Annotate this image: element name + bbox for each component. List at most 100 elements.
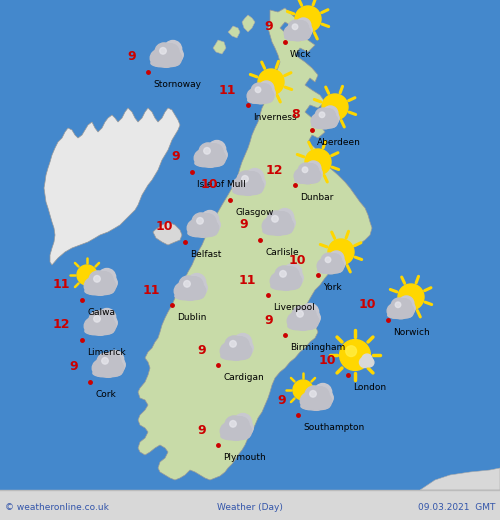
Circle shape: [325, 257, 331, 263]
Polygon shape: [213, 40, 226, 54]
Circle shape: [258, 84, 272, 98]
Circle shape: [91, 317, 110, 335]
FancyBboxPatch shape: [245, 180, 262, 186]
Circle shape: [91, 277, 110, 295]
Circle shape: [293, 380, 313, 400]
Circle shape: [198, 216, 215, 233]
Circle shape: [213, 148, 227, 162]
FancyBboxPatch shape: [93, 366, 122, 373]
FancyBboxPatch shape: [200, 223, 216, 228]
FancyBboxPatch shape: [398, 306, 412, 311]
Ellipse shape: [318, 267, 342, 274]
Circle shape: [187, 220, 204, 237]
Circle shape: [84, 318, 101, 334]
Text: 9: 9: [70, 360, 78, 373]
Circle shape: [327, 112, 339, 124]
Circle shape: [204, 220, 218, 236]
Circle shape: [322, 94, 348, 120]
Text: Weather (Day): Weather (Day): [217, 502, 283, 512]
Circle shape: [317, 259, 332, 273]
Circle shape: [396, 301, 410, 315]
Circle shape: [160, 47, 166, 54]
Circle shape: [190, 283, 206, 299]
Ellipse shape: [301, 402, 330, 410]
Text: London: London: [353, 383, 386, 392]
FancyBboxPatch shape: [85, 324, 114, 332]
FancyBboxPatch shape: [195, 156, 224, 164]
Circle shape: [278, 218, 293, 234]
Circle shape: [304, 164, 318, 178]
Circle shape: [310, 391, 316, 397]
Circle shape: [239, 421, 253, 435]
Circle shape: [94, 316, 100, 322]
Circle shape: [328, 239, 354, 265]
FancyBboxPatch shape: [97, 281, 114, 286]
Circle shape: [106, 350, 124, 368]
Circle shape: [323, 106, 338, 121]
Circle shape: [102, 358, 108, 364]
Circle shape: [200, 214, 216, 230]
Circle shape: [263, 87, 275, 99]
Circle shape: [230, 341, 236, 347]
Ellipse shape: [221, 353, 250, 360]
Circle shape: [267, 211, 285, 229]
Circle shape: [305, 386, 324, 405]
Text: Dublin: Dublin: [177, 313, 206, 322]
Circle shape: [398, 284, 424, 310]
Text: Glasgow: Glasgow: [235, 208, 274, 217]
Circle shape: [287, 313, 304, 330]
Circle shape: [387, 304, 402, 318]
Ellipse shape: [388, 312, 412, 319]
Text: 9: 9: [198, 344, 206, 357]
Circle shape: [281, 216, 295, 230]
Circle shape: [89, 311, 108, 329]
FancyBboxPatch shape: [295, 28, 309, 33]
FancyBboxPatch shape: [313, 396, 330, 401]
Circle shape: [296, 310, 304, 317]
Circle shape: [258, 69, 284, 95]
Circle shape: [395, 302, 401, 307]
FancyBboxPatch shape: [233, 346, 250, 351]
Text: 12: 12: [52, 318, 70, 332]
Circle shape: [234, 413, 252, 431]
Text: Limerick: Limerick: [87, 348, 126, 357]
Circle shape: [401, 304, 414, 318]
Text: Norwich: Norwich: [393, 328, 430, 337]
Circle shape: [310, 167, 322, 179]
Circle shape: [185, 279, 202, 296]
Circle shape: [292, 24, 298, 30]
Ellipse shape: [195, 159, 224, 167]
FancyBboxPatch shape: [151, 56, 180, 63]
Circle shape: [333, 257, 345, 269]
Circle shape: [311, 389, 328, 406]
Circle shape: [292, 306, 310, 324]
Circle shape: [295, 6, 321, 32]
Circle shape: [201, 211, 218, 228]
Circle shape: [290, 25, 306, 41]
Circle shape: [399, 296, 414, 311]
Circle shape: [311, 114, 326, 128]
Circle shape: [169, 48, 183, 62]
Text: 10: 10: [358, 298, 376, 311]
Text: Isle of Mull: Isle of Mull: [197, 180, 246, 189]
Circle shape: [199, 143, 218, 161]
Circle shape: [162, 44, 179, 60]
Circle shape: [316, 394, 332, 409]
Ellipse shape: [151, 59, 180, 67]
Circle shape: [306, 161, 321, 176]
Circle shape: [304, 314, 318, 329]
FancyBboxPatch shape: [275, 220, 291, 226]
Circle shape: [174, 283, 191, 300]
Circle shape: [298, 309, 315, 326]
Circle shape: [269, 217, 287, 236]
Circle shape: [84, 278, 101, 294]
Circle shape: [246, 168, 264, 186]
Text: Aberdeen: Aberdeen: [317, 138, 361, 147]
Circle shape: [289, 271, 303, 285]
Text: Carlisle: Carlisle: [265, 248, 298, 257]
Text: Galwa: Galwa: [87, 308, 115, 317]
Circle shape: [391, 298, 407, 314]
Circle shape: [284, 26, 298, 40]
Circle shape: [227, 342, 246, 360]
Circle shape: [234, 333, 252, 351]
